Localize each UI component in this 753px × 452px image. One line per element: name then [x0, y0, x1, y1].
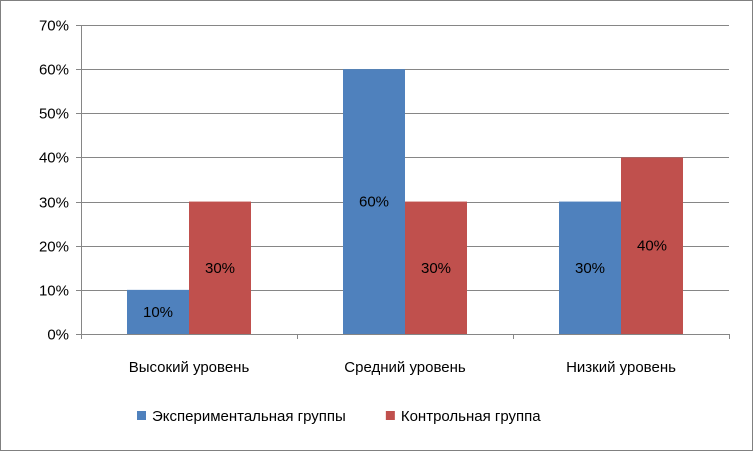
y-tick-label: 70%: [39, 18, 69, 35]
data-label: 60%: [359, 194, 389, 211]
x-category-label: Высокий уровень: [129, 359, 250, 376]
y-tick-label: 0%: [47, 327, 69, 344]
y-tick-label: 60%: [39, 62, 69, 79]
data-label: 40%: [637, 238, 667, 255]
x-category-label: Средний уровень: [344, 359, 466, 376]
bar: [189, 201, 251, 334]
legend-label: Контрольная группа: [401, 408, 541, 425]
legend-swatch: [385, 411, 395, 420]
data-label: 30%: [421, 260, 451, 277]
legend-label: Экспериментальная группы: [152, 408, 346, 425]
y-tick-label: 40%: [39, 150, 69, 167]
y-tick-label: 30%: [39, 195, 69, 212]
y-tick-label: 10%: [39, 283, 69, 300]
bar: [559, 201, 621, 334]
data-label: 30%: [575, 260, 605, 277]
bar: [621, 157, 683, 334]
y-tick-label: 50%: [39, 106, 69, 123]
bar: [127, 289, 189, 334]
x-category-label: Низкий уровень: [566, 359, 676, 376]
legend-swatch: [137, 411, 146, 420]
data-label: 10%: [143, 304, 173, 321]
bar: [343, 69, 405, 335]
bar: [405, 201, 467, 334]
y-tick-label: 20%: [39, 239, 69, 256]
data-label: 30%: [205, 260, 235, 277]
